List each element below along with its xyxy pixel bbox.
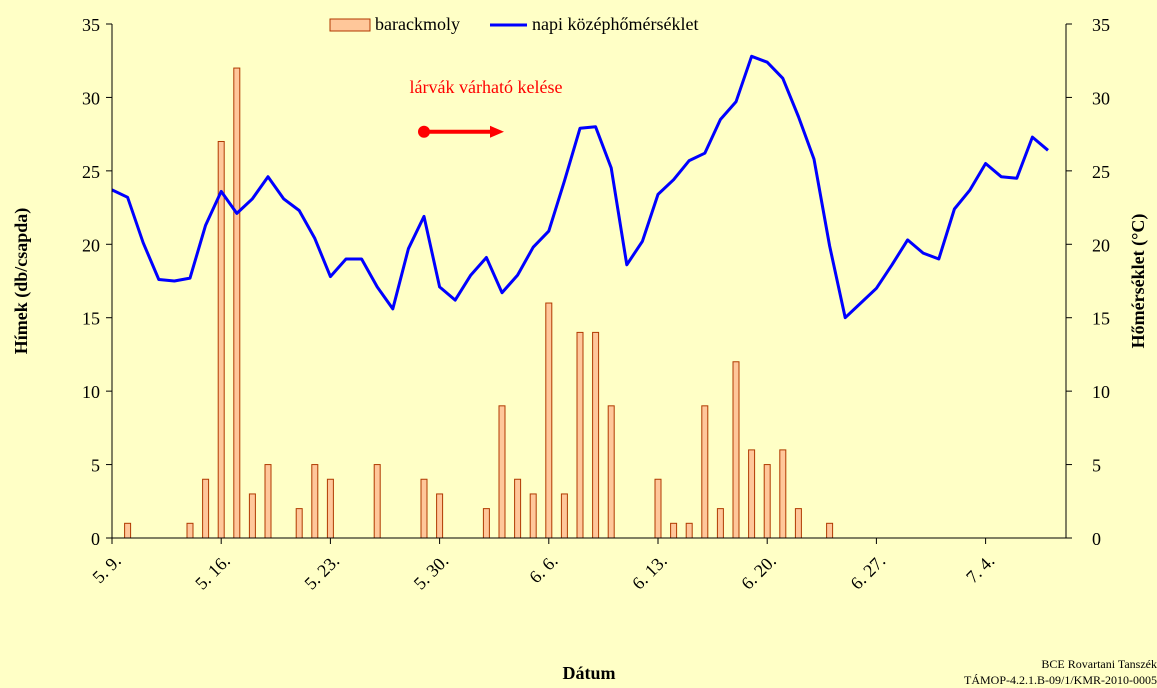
bar <box>576 331 584 539</box>
bar <box>763 464 771 539</box>
x-tick-label: 5. 30. <box>410 551 453 594</box>
bar <box>248 493 256 539</box>
bar <box>326 478 334 539</box>
bar <box>514 478 522 539</box>
x-tick-label: 5. 9. <box>88 551 124 587</box>
bar <box>545 302 553 539</box>
x-axis-title: Dátum <box>563 663 616 683</box>
bar <box>779 449 787 539</box>
bar <box>685 522 693 539</box>
y2-tick-label: 20 <box>1092 235 1110 255</box>
bar <box>592 331 600 539</box>
y-tick-label: 10 <box>82 382 100 402</box>
bar <box>826 522 834 539</box>
legend-swatch-bar <box>329 18 371 32</box>
temperature-line <box>111 54 1049 320</box>
annotation-arrow-head <box>490 125 504 138</box>
left-axis-ticks: 0 5 10 15 20 25 30 35 <box>82 15 112 549</box>
legend: barackmoly napi középhőmérséklet <box>329 14 698 34</box>
bar <box>732 361 740 539</box>
y-axis-title: Hímek (db/csapda) <box>11 208 32 355</box>
x-tick-label: 6. 27. <box>846 551 889 594</box>
bar <box>607 405 615 539</box>
x-tick-label: 6. 13. <box>628 551 671 594</box>
y2-tick-label: 5 <box>1092 456 1101 476</box>
plot-area: 0 5 10 15 20 25 30 35 0 5 10 15 20 25 30 35 5. 9. 5. 16… <box>82 15 1110 593</box>
y2-tick-label: 30 <box>1092 88 1110 108</box>
y2-tick-label: 35 <box>1092 15 1110 35</box>
y2-tick-label: 15 <box>1092 309 1110 329</box>
bar <box>716 508 724 539</box>
bar <box>794 508 802 539</box>
x-tick-label: 6. 6. <box>525 551 561 587</box>
y2-tick-label: 25 <box>1092 162 1110 182</box>
bar <box>420 478 428 539</box>
annotation-text: lárvák várható kelése <box>410 77 563 97</box>
credit-line-2: TÁMOP-4.2.1.B-09/1/KMR-2010-0005 <box>963 673 1157 687</box>
bar <box>498 405 506 539</box>
legend-label-bar: barackmoly <box>375 14 460 34</box>
y2-tick-label: 10 <box>1092 382 1110 402</box>
bar <box>264 464 272 539</box>
bar <box>202 478 210 539</box>
bar <box>560 493 568 539</box>
bar <box>670 522 678 539</box>
bar <box>233 67 241 539</box>
legend-label-line: napi középhőmérséklet <box>532 14 698 34</box>
y-tick-label: 30 <box>82 88 100 108</box>
x-tick-label: 7. 4. <box>962 551 998 587</box>
credit-line-1: BCE Rovartani Tanszék <box>1041 657 1157 671</box>
bar <box>217 140 225 539</box>
bar <box>482 508 490 539</box>
bar-series <box>124 67 834 539</box>
bar <box>701 405 709 539</box>
y2-tick-label: 0 <box>1092 529 1101 549</box>
bar <box>436 493 444 539</box>
y-tick-label: 5 <box>91 456 100 476</box>
right-axis-ticks: 0 5 10 15 20 25 30 35 <box>1066 15 1110 549</box>
y-tick-label: 20 <box>82 235 100 255</box>
x-tick-label: 6. 20. <box>737 551 780 594</box>
y2-axis-title: Hőmérséklet (°C) <box>1128 214 1149 349</box>
bar <box>295 508 303 539</box>
bar <box>124 522 132 539</box>
bar <box>529 493 537 539</box>
bar <box>186 522 194 539</box>
bar <box>311 464 319 539</box>
bar <box>373 464 381 539</box>
x-axis-ticks: 5. 9. 5. 16. 5. 23. 5. 30. 6. 6. 6. 13. 6. 20.… <box>88 538 998 593</box>
y-tick-label: 0 <box>91 529 100 549</box>
x-tick-label: 5. 23. <box>300 551 343 594</box>
y-tick-label: 25 <box>82 162 100 182</box>
annotation: lárvák várható kelése <box>410 77 563 138</box>
bar <box>654 478 662 539</box>
y-tick-label: 15 <box>82 309 100 329</box>
x-tick-label: 5. 16. <box>191 551 234 594</box>
y-tick-label: 35 <box>82 15 100 35</box>
bar <box>748 449 756 539</box>
